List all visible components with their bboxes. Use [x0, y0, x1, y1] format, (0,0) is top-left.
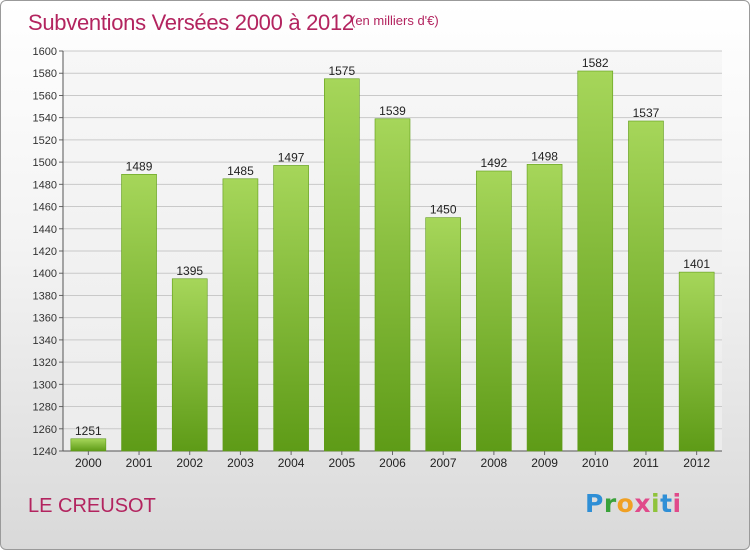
x-tick-label: 2010 [582, 456, 609, 470]
x-tick-label: 2012 [683, 456, 710, 470]
bar-value-label: 1575 [328, 64, 355, 78]
x-tick-label: 2004 [278, 456, 305, 470]
bar-value-label: 1582 [582, 56, 609, 70]
y-tick-label: 1380 [33, 290, 57, 302]
bar [171, 278, 208, 452]
bar-value-label: 1395 [176, 264, 203, 278]
y-tick-label: 1580 [33, 68, 57, 80]
x-tick-label: 2007 [430, 456, 457, 470]
bar-value-label: 1492 [481, 156, 508, 170]
y-tick-label: 1540 [33, 113, 57, 125]
y-tick-label: 1300 [33, 379, 57, 391]
y-tick-label: 1600 [33, 46, 57, 58]
y-tick-label: 1320 [33, 357, 57, 369]
bar-value-label: 1498 [531, 149, 558, 163]
bar-value-label: 1539 [379, 104, 406, 118]
y-tick-label: 1460 [33, 202, 57, 214]
x-tick-label: 2009 [531, 456, 558, 470]
bar [374, 118, 411, 452]
x-tick-label: 2000 [75, 456, 102, 470]
bar [324, 78, 360, 452]
bar [70, 438, 107, 452]
x-tick-label: 2006 [379, 456, 406, 470]
y-tick-label: 1260 [33, 424, 57, 436]
bar-value-label: 1485 [227, 164, 254, 178]
bar [577, 70, 614, 452]
x-tick-label: 2003 [227, 456, 254, 470]
y-tick-label: 1440 [33, 224, 57, 236]
y-tick-label: 1480 [33, 179, 57, 191]
chart-subtitle: (en milliers d'€) [351, 13, 439, 28]
bar [628, 120, 664, 452]
chart-title: Subventions Versées 2000 à 2012 [28, 10, 354, 35]
bar-value-label: 1497 [278, 150, 305, 164]
y-tick-label: 1500 [33, 157, 57, 169]
y-tick-label: 1360 [33, 313, 57, 325]
x-tick-label: 2011 [633, 456, 659, 470]
y-tick-label: 1280 [33, 402, 57, 414]
x-tick-label: 2005 [328, 456, 355, 470]
x-tick-label: 2002 [176, 456, 203, 470]
bar [425, 217, 461, 452]
y-tick-label: 1400 [33, 268, 57, 280]
proxiti-logo[interactable]: Proxiti [585, 489, 682, 518]
bar-value-label: 1251 [75, 424, 102, 438]
bar [678, 271, 715, 452]
y-tick-label: 1240 [33, 446, 57, 458]
x-tick-label: 2001 [126, 456, 153, 470]
bar-value-label: 1450 [430, 203, 457, 217]
y-tick-label: 1520 [33, 135, 57, 147]
bar [476, 170, 512, 452]
y-tick-label: 1560 [33, 90, 57, 102]
bar-value-label: 1401 [683, 257, 710, 271]
bar-value-label: 1537 [633, 106, 660, 120]
bar [526, 164, 563, 452]
y-tick-label: 1340 [33, 335, 57, 347]
y-tick-label: 1420 [33, 246, 57, 258]
bar [273, 165, 309, 452]
x-tick-label: 2008 [481, 456, 508, 470]
bar-value-label: 1489 [126, 159, 153, 173]
bar [222, 178, 259, 452]
place-name: LE CREUSOT [28, 495, 156, 517]
bar [121, 174, 157, 452]
